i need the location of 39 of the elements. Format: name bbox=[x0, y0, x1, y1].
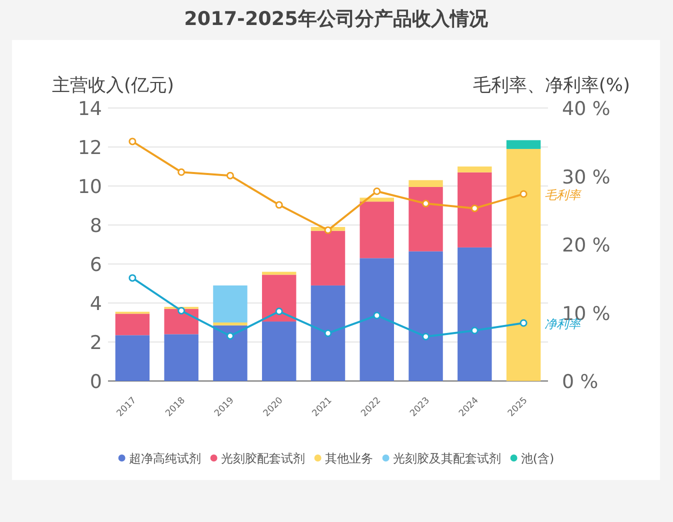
y-tick-label: 12 bbox=[78, 137, 102, 159]
point bbox=[178, 306, 186, 314]
y-tick-label: 0 bbox=[90, 371, 102, 393]
y2-tick-label: 0 % bbox=[562, 371, 598, 393]
point bbox=[373, 188, 381, 196]
y2-tick-label: 40 % bbox=[562, 98, 610, 120]
point bbox=[422, 332, 430, 340]
point bbox=[470, 204, 478, 212]
point bbox=[128, 274, 136, 282]
point bbox=[324, 329, 332, 337]
point bbox=[128, 138, 136, 146]
point bbox=[275, 201, 283, 209]
chart-title: 2017-2025年公司分产品收入情况 bbox=[184, 8, 489, 30]
y-axis-title: 主营收入(亿元) bbox=[52, 75, 174, 96]
point bbox=[422, 200, 430, 208]
legend-label: 池(含) bbox=[520, 452, 554, 466]
legend-label: 其他业务 bbox=[324, 452, 373, 466]
legend-label: 光刻胶及其配套试剂 bbox=[392, 452, 501, 466]
series-label: 毛利率 bbox=[544, 188, 583, 202]
y-tick-label: 14 bbox=[78, 98, 102, 120]
legend-label: 光刻胶配套试剂 bbox=[220, 452, 305, 466]
y-tick-label: 2 bbox=[90, 332, 102, 354]
point bbox=[520, 190, 528, 198]
y-tick-label: 10 bbox=[78, 176, 102, 198]
y2-tick-label: 30 % bbox=[562, 166, 610, 188]
point bbox=[275, 308, 283, 316]
point bbox=[226, 172, 234, 180]
y-tick-label: 8 bbox=[90, 215, 102, 237]
y2-axis-title: 毛利率、净利率(%) bbox=[472, 75, 630, 96]
point bbox=[324, 226, 332, 234]
point bbox=[178, 168, 186, 176]
y2-tick-label: 20 % bbox=[562, 234, 610, 256]
point bbox=[226, 332, 234, 340]
y-tick-label: 4 bbox=[90, 293, 102, 315]
y-tick-label: 6 bbox=[90, 254, 102, 276]
point bbox=[373, 312, 381, 320]
legend-label: 超净高纯试剂 bbox=[128, 452, 201, 466]
point bbox=[520, 319, 528, 327]
point bbox=[470, 326, 478, 334]
